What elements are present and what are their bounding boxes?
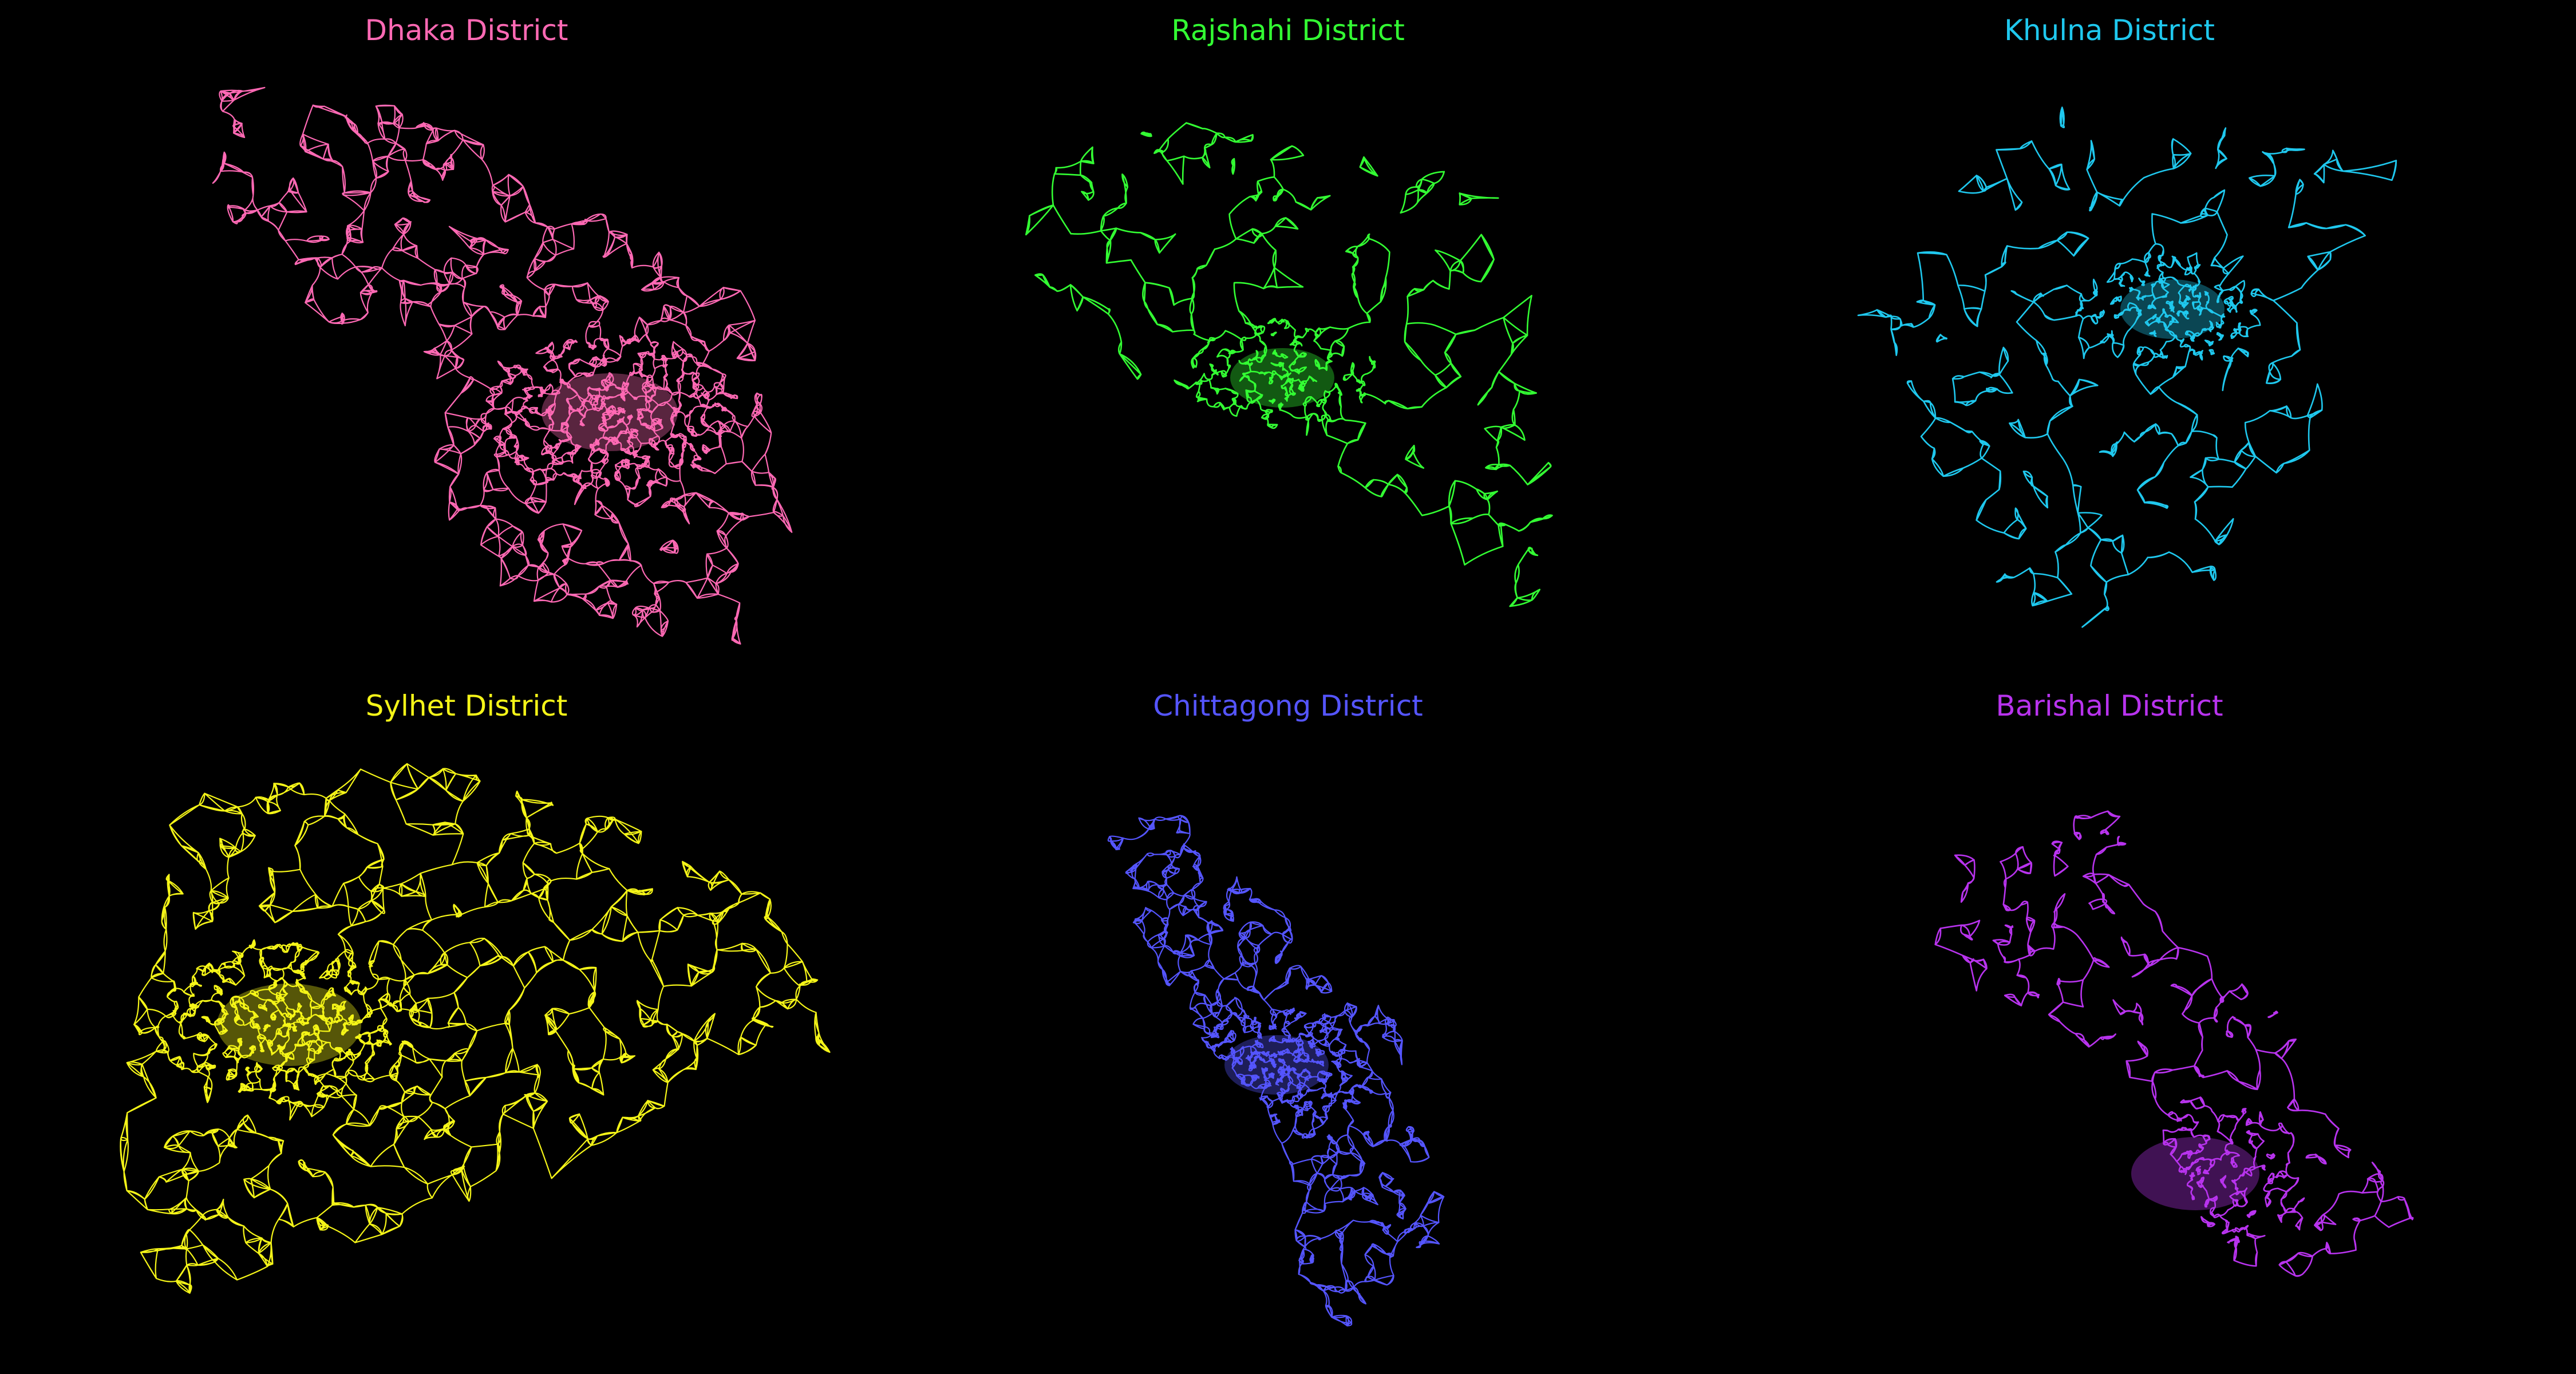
urban-core: [2131, 1137, 2259, 1210]
road-network-khulna: [1857, 106, 2397, 628]
map-title-sylhet: Sylhet District: [365, 689, 568, 722]
map-panel-chittagong: Chittagong District: [859, 676, 1717, 1351]
map-panel-sylhet: Sylhet District: [37, 676, 896, 1351]
road-lines: [1857, 106, 2397, 628]
road-segments: [1107, 815, 1445, 1326]
map-panel-rajshahi: Rajshahi District: [859, 0, 1717, 676]
map-title-khulna: Khulna District: [2004, 14, 2215, 47]
road-lines: [212, 86, 793, 645]
road-lines: [120, 763, 831, 1294]
map-title-chittagong: Chittagong District: [1153, 689, 1423, 722]
road-network-sylhet: [120, 763, 831, 1294]
road-segments: [212, 86, 793, 645]
map-panel-barishal: Barishal District: [1680, 676, 2539, 1351]
map-title-dhaka: Dhaka District: [365, 14, 568, 47]
road-segments: [120, 763, 831, 1294]
map-title-barishal: Barishal District: [1996, 689, 2223, 722]
map-panel-dhaka: Dhaka District: [37, 0, 896, 676]
urban-core: [542, 373, 678, 451]
road-lines: [1934, 810, 2414, 1277]
map-title-rajshahi: Rajshahi District: [1171, 14, 1405, 47]
road-network-barishal: [1934, 810, 2414, 1277]
road-network-chittagong: [1107, 815, 1445, 1326]
road-segments: [1025, 122, 1553, 607]
urban-core: [217, 984, 361, 1066]
road-network-dhaka: [212, 86, 793, 645]
road-segments: [1857, 106, 2397, 628]
urban-core: [1230, 348, 1334, 408]
road-lines: [1107, 815, 1445, 1326]
road-segments: [1934, 810, 2414, 1277]
road-network-rajshahi: [1025, 122, 1553, 607]
map-panel-khulna: Khulna District: [1680, 0, 2539, 676]
urban-core: [2120, 279, 2225, 339]
urban-core: [1224, 1035, 1329, 1095]
road-lines: [1025, 122, 1553, 607]
